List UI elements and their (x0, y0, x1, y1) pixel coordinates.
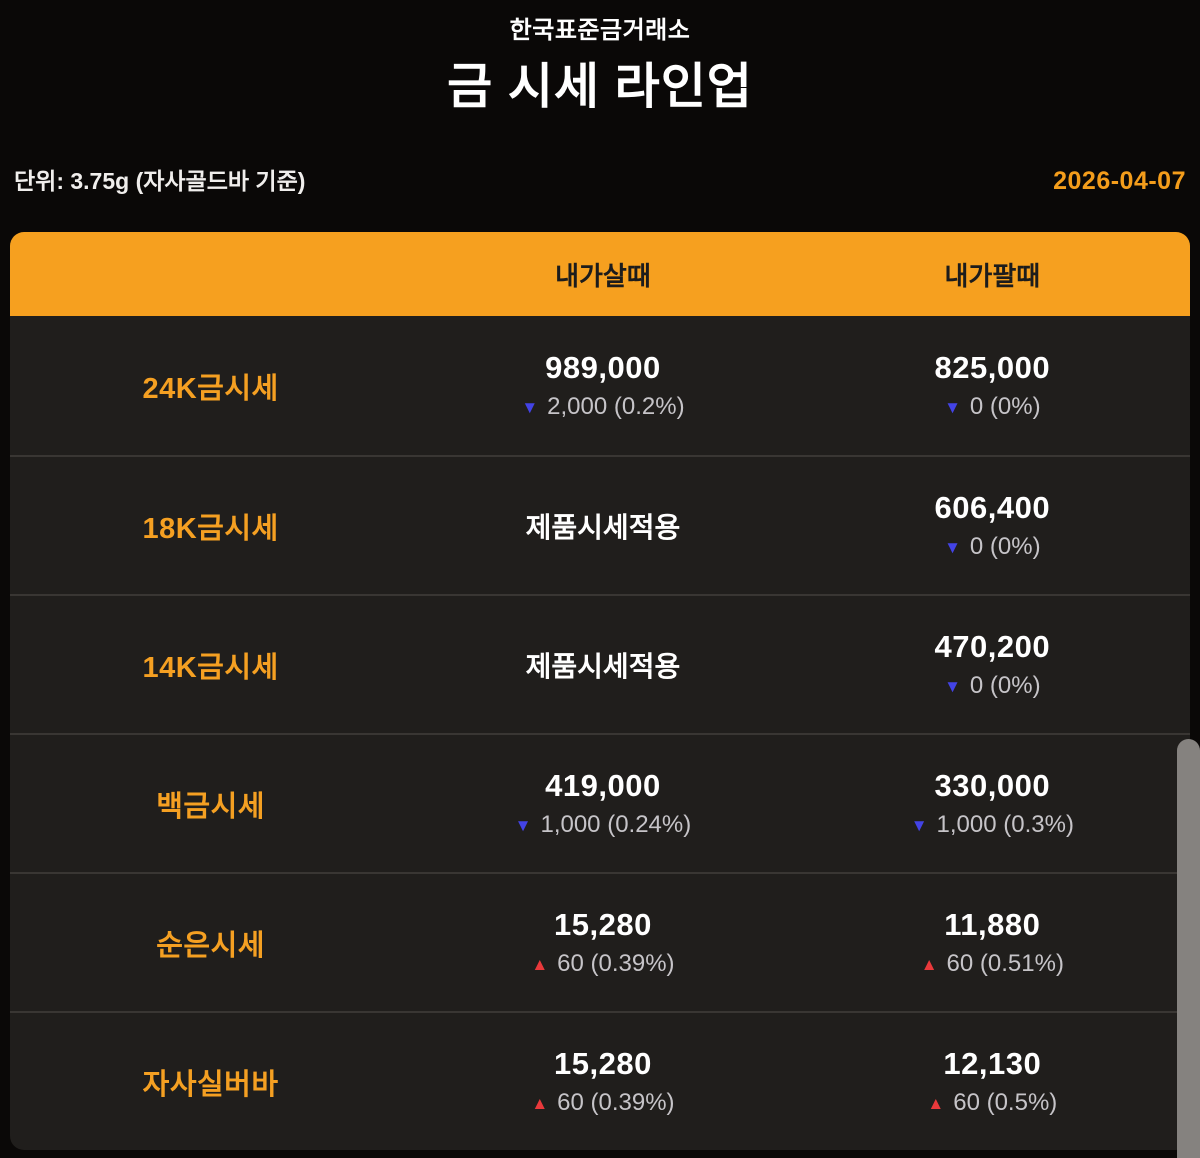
sell-change: ▼ 0 (0%) (795, 672, 1190, 700)
buy-price: 15,280 (554, 1046, 652, 1081)
sell-price: 330,000 (934, 768, 1051, 803)
row-label: 자사실버바 (142, 1068, 279, 1101)
up-triangle-icon: ▲ (927, 1093, 945, 1113)
down-triangle-icon: ▼ (521, 397, 539, 417)
change-text: 0 (0%) (969, 533, 1041, 560)
sell-price: 11,880 (944, 907, 1041, 942)
change-text: 1,000 (0.24%) (540, 811, 692, 838)
down-triangle-icon: ▼ (910, 815, 928, 835)
sell-change: ▼ 0 (0%) (795, 533, 1190, 561)
sell-price: 606,400 (934, 490, 1051, 525)
up-triangle-icon: ▲ (531, 954, 549, 974)
table-row: 순은시세 15,280 ▲ 60 (0.39%) 11,880 ▲ 60 (0.… (10, 872, 1190, 1011)
page-header: 한국표준금거래소 금 시세 라인업 (0, 0, 1200, 118)
buy-cell: 제품시세적용 (411, 506, 795, 546)
sell-change: ▼ 1,000 (0.3%) (795, 811, 1190, 839)
change-text: 2,000 (0.2%) (547, 393, 685, 420)
up-triangle-icon: ▲ (920, 954, 938, 974)
date-label: 2026-04-07 (1053, 167, 1186, 195)
buy-cell: 15,280 ▲ 60 (0.39%) (411, 1046, 795, 1117)
down-triangle-icon: ▼ (944, 676, 961, 696)
buy-change: ▼ 2,000 (0.2%) (411, 393, 795, 421)
change-text: 60 (0.5%) (953, 1089, 1058, 1116)
page-title: 금 시세 라인업 (447, 60, 753, 114)
sell-change: ▼ 0 (0%) (795, 393, 1190, 421)
buy-cell: 989,000 ▼ 2,000 (0.2%) (411, 350, 795, 421)
buy-price: 989,000 (545, 350, 661, 385)
down-triangle-icon: ▼ (944, 537, 961, 557)
meta-bar: 단위: 3.75g (자사골드바 기준) 2026-04-07 (0, 162, 1200, 196)
up-triangle-icon: ▲ (531, 1093, 549, 1113)
change-text: 60 (0.39%) (557, 950, 675, 977)
buy-price: 15,280 (554, 907, 652, 942)
change-text: 0 (0%) (969, 672, 1041, 699)
buy-cell: 제품시세적용 (411, 645, 795, 685)
buy-change: ▼ 1,000 (0.24%) (411, 811, 795, 839)
sell-change: ▲ 60 (0.5%) (795, 1089, 1190, 1117)
buy-change: ▲ 60 (0.39%) (411, 1089, 795, 1117)
price-board: 내가살때 내가팔때 24K금시세 989,000 ▼ 2,000 (0.2%) … (10, 232, 1190, 1150)
buy-column-header: 내가살때 (555, 260, 651, 291)
sell-cell: 330,000 ▼ 1,000 (0.3%) (795, 768, 1190, 839)
down-triangle-icon: ▼ (514, 815, 532, 835)
table-row: 자사실버바 15,280 ▲ 60 (0.39%) 12,130 ▲ 60 (0… (10, 1011, 1190, 1150)
change-text: 1,000 (0.3%) (936, 811, 1074, 838)
org-name: 한국표준금거래소 (509, 17, 691, 44)
buy-cell: 15,280 ▲ 60 (0.39%) (411, 907, 795, 978)
sell-price: 825,000 (934, 350, 1051, 385)
sell-column-header: 내가팔때 (944, 260, 1041, 291)
product-price-applied-text: 제품시세적용 (525, 650, 681, 682)
sell-cell: 11,880 ▲ 60 (0.51%) (795, 907, 1190, 978)
row-label: 18K금시세 (142, 512, 279, 545)
change-text: 60 (0.51%) (946, 950, 1064, 977)
buy-change: ▲ 60 (0.39%) (411, 950, 795, 978)
sell-cell: 470,200 ▼ 0 (0%) (795, 629, 1190, 700)
unit-label: 단위: 3.75g (자사골드바 기준) (14, 168, 306, 194)
vertical-scrollbar-thumb[interactable] (1177, 739, 1200, 1158)
table-row: 백금시세 419,000 ▼ 1,000 (0.24%) 330,000 ▼ 1… (10, 733, 1190, 872)
row-label: 순은시세 (156, 929, 265, 962)
sell-change: ▲ 60 (0.51%) (795, 950, 1190, 978)
down-triangle-icon: ▼ (944, 397, 961, 417)
table-row: 24K금시세 989,000 ▼ 2,000 (0.2%) 825,000 ▼ … (10, 316, 1190, 455)
change-text: 0 (0%) (969, 393, 1041, 420)
buy-cell: 419,000 ▼ 1,000 (0.24%) (411, 768, 795, 839)
change-text: 60 (0.39%) (557, 1089, 675, 1116)
product-price-applied-text: 제품시세적용 (525, 511, 681, 543)
sell-cell: 825,000 ▼ 0 (0%) (795, 350, 1190, 421)
sell-cell: 606,400 ▼ 0 (0%) (795, 490, 1190, 561)
sell-cell: 12,130 ▲ 60 (0.5%) (795, 1046, 1190, 1117)
sell-price: 470,200 (934, 629, 1051, 664)
row-label: 백금시세 (156, 790, 265, 823)
buy-price: 419,000 (545, 768, 661, 803)
row-label: 14K금시세 (142, 651, 279, 684)
board-header-row: 내가살때 내가팔때 (10, 232, 1190, 316)
table-row: 18K금시세 제품시세적용 606,400 ▼ 0 (0%) (10, 455, 1190, 594)
table-row: 14K금시세 제품시세적용 470,200 ▼ 0 (0%) (10, 594, 1190, 733)
sell-price: 12,130 (943, 1046, 1042, 1081)
row-label: 24K금시세 (142, 372, 279, 405)
